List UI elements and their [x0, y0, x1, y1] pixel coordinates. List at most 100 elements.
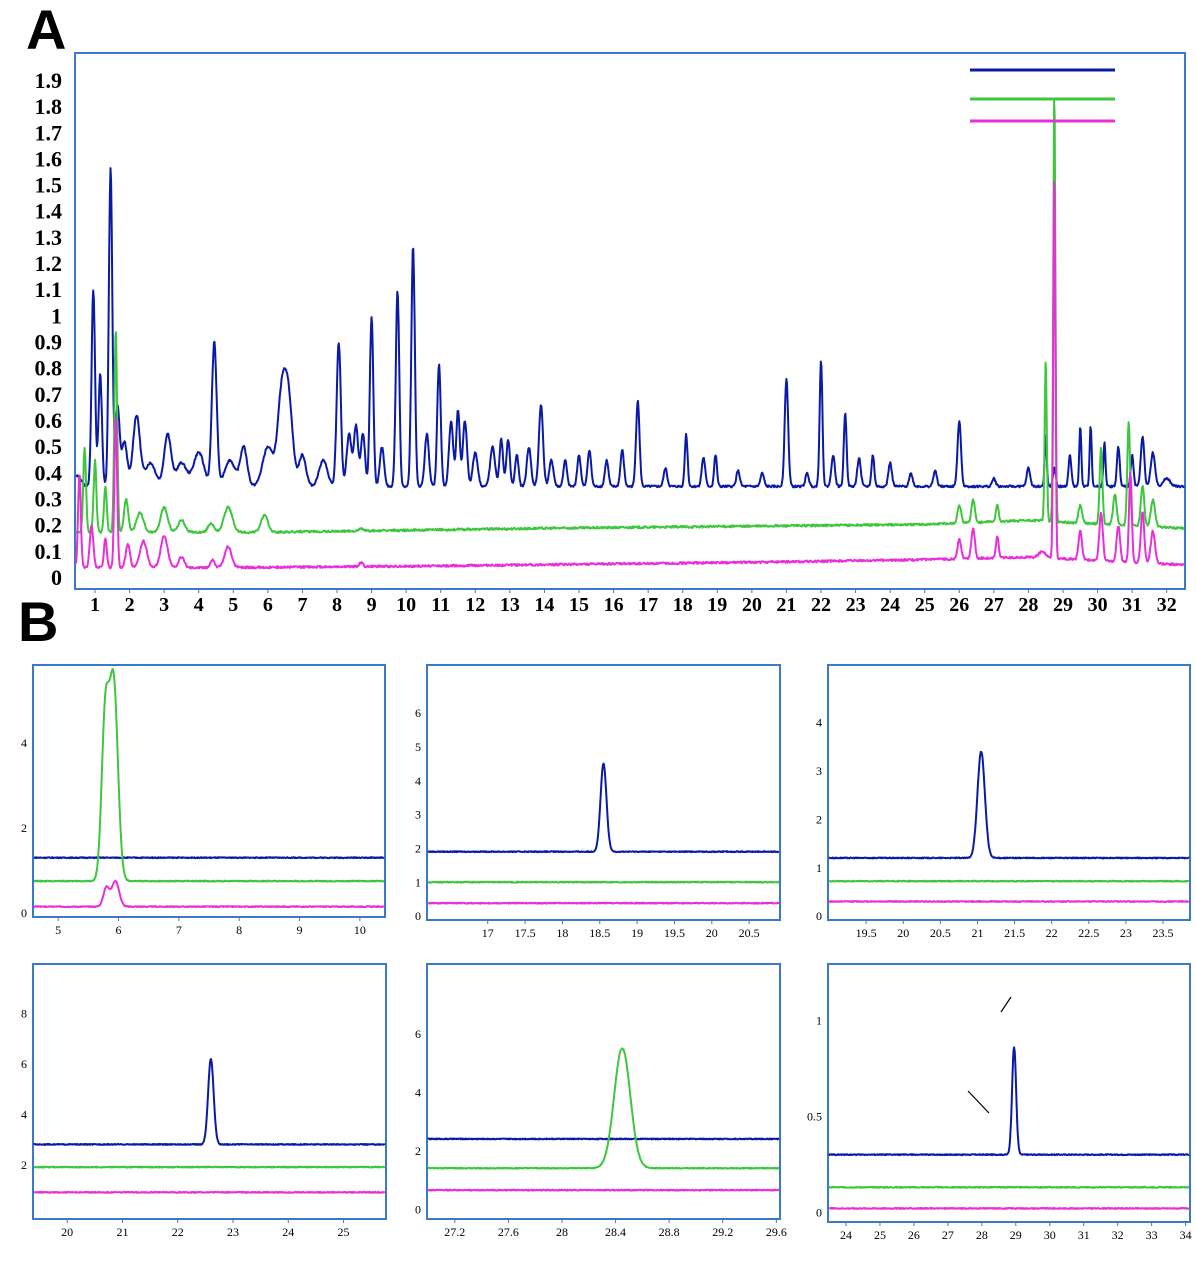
y-tick-label: 4 [21, 1107, 27, 1121]
x-tick-label: 27.2 [444, 1225, 465, 1239]
y-tick-label: 3 [415, 808, 421, 822]
x-tick-label: 30 [1088, 594, 1108, 616]
x-tick-label: 5 [228, 594, 238, 616]
x-tick-label: 21 [971, 926, 983, 940]
y-tick-label: 2 [21, 821, 27, 835]
series-c-line [427, 1188, 780, 1192]
x-tick-label: 5 [55, 923, 61, 937]
y-tick-label: 0 [415, 909, 421, 923]
y-tick-label: 0.2 [35, 513, 63, 538]
x-tick-label: 23 [846, 594, 866, 616]
y-tick-label: 0.7 [35, 382, 63, 407]
x-tick-label: 2 [125, 594, 135, 616]
y-tick-label: 1 [51, 303, 62, 328]
x-tick-label: 11 [431, 594, 450, 616]
x-tick-label: 22 [172, 1225, 184, 1239]
x-tick-label: 15 [569, 594, 589, 616]
series-b-line [427, 880, 780, 884]
x-tick-label: 18 [556, 926, 568, 940]
x-tick-label: 20.5 [739, 926, 760, 940]
x-tick-label: 8 [236, 923, 242, 937]
y-tick-label: 0.9 [35, 330, 63, 355]
x-tick-label: 31 [1122, 594, 1142, 616]
x-tick-label: 23 [227, 1225, 239, 1239]
annotation-pointer [1000, 996, 1012, 1013]
eic-chart-301: 17 17.5 18 18.5 19 19.5 20 20.5 0 1 2 3 4 5 6 [415, 664, 781, 940]
x-tick-label: 24 [282, 1225, 294, 1239]
y-tick-label: 0 [816, 1205, 822, 1219]
x-tick-label: 28 [556, 1225, 568, 1239]
y-tick-label: 4 [415, 774, 421, 788]
series-a-line [427, 762, 780, 854]
plot-frame [74, 52, 1186, 590]
eic-chart-218: 5 6 7 8 9 10 0 2 4 [21, 664, 386, 937]
x-tick-label: 25 [338, 1225, 350, 1239]
x-tick-label: 33 [1146, 1228, 1158, 1242]
y-tick-label: 1.6 [35, 146, 63, 171]
series-a-line [33, 1058, 386, 1146]
x-tick-label: 7 [297, 594, 307, 616]
x-tick-label: 28.4 [605, 1225, 626, 1239]
x-tick-label: 16 [604, 594, 624, 616]
x-tick-label: 26 [949, 594, 969, 616]
x-tick-label: 21 [116, 1225, 128, 1239]
panel-a-label: A [26, 0, 67, 61]
x-tick-label: 20 [61, 1225, 73, 1239]
y-tick-label: 6 [415, 706, 421, 720]
y-tick-label: 0.4 [35, 460, 63, 485]
series-b-line [427, 1047, 780, 1170]
x-tick-label: 19 [707, 594, 727, 616]
y-tick-label: 1 [415, 875, 421, 889]
x-tick-label: 18 [673, 594, 693, 616]
x-tick-label: 25 [915, 594, 935, 616]
x-tick-label: 29.2 [712, 1225, 733, 1239]
y-tick-label: 0.6 [35, 408, 63, 433]
series-a-line [33, 856, 385, 860]
y-tick-label: 5 [415, 740, 421, 754]
x-tick-label: 20.5 [930, 926, 951, 940]
series-c-line [427, 901, 780, 905]
y-tick-label: 0.1 [35, 539, 63, 564]
x-tick-label: 19 [631, 926, 643, 940]
y-tick-label: 2 [816, 812, 822, 826]
x-tick-label: 22.5 [1078, 926, 1099, 940]
x-tick-label: 22 [811, 594, 831, 616]
x-tick-label: 19.5 [664, 926, 685, 940]
x-tick-label: 17 [482, 926, 494, 940]
eic-chart-799: 24 25 26 27 28 29 30 31 32 33 34 0 0.5 1 [807, 963, 1192, 1242]
x-tick-label: 7 [176, 923, 182, 937]
x-tick-label: 1 [90, 594, 100, 616]
series-a-line [75, 167, 1185, 489]
series-c-line [75, 181, 1185, 570]
x-tick-label: 20 [897, 926, 909, 940]
plot-frame [426, 963, 781, 1220]
x-tick-label: 24 [880, 594, 900, 616]
series-b-line [828, 1185, 1190, 1189]
panel-b-label: B [18, 590, 59, 653]
x-tick-label: 32 [1112, 1228, 1124, 1242]
x-tick-label: 30 [1044, 1228, 1056, 1242]
x-tick-label: 9 [367, 594, 377, 616]
y-tick-label: 1 [816, 861, 822, 875]
x-tick-label: 28 [1018, 594, 1038, 616]
x-tick-label: 27 [984, 594, 1004, 616]
y-tick-label: 1.5 [35, 173, 63, 198]
y-tick-label: 0 [21, 906, 27, 920]
annotation-pointer [967, 1090, 990, 1114]
y-tick-label: 0 [51, 565, 62, 590]
series-c-line [33, 879, 385, 909]
y-tick-label: 0.5 [35, 434, 63, 459]
x-tick-label: 20 [742, 594, 762, 616]
x-tick-label: 10 [396, 594, 416, 616]
x-tick-label: 13 [500, 594, 520, 616]
series-a-line [427, 1137, 780, 1141]
y-tick-label: 6 [21, 1057, 27, 1071]
plot-frame [32, 963, 387, 1220]
x-tick-label: 4 [194, 594, 204, 616]
series-b-line [33, 1165, 386, 1169]
y-tick-label: 0 [415, 1202, 421, 1216]
series-a-line [828, 750, 1190, 860]
x-tick-label: 28 [976, 1228, 988, 1242]
y-tick-label: 0.5 [807, 1109, 822, 1123]
